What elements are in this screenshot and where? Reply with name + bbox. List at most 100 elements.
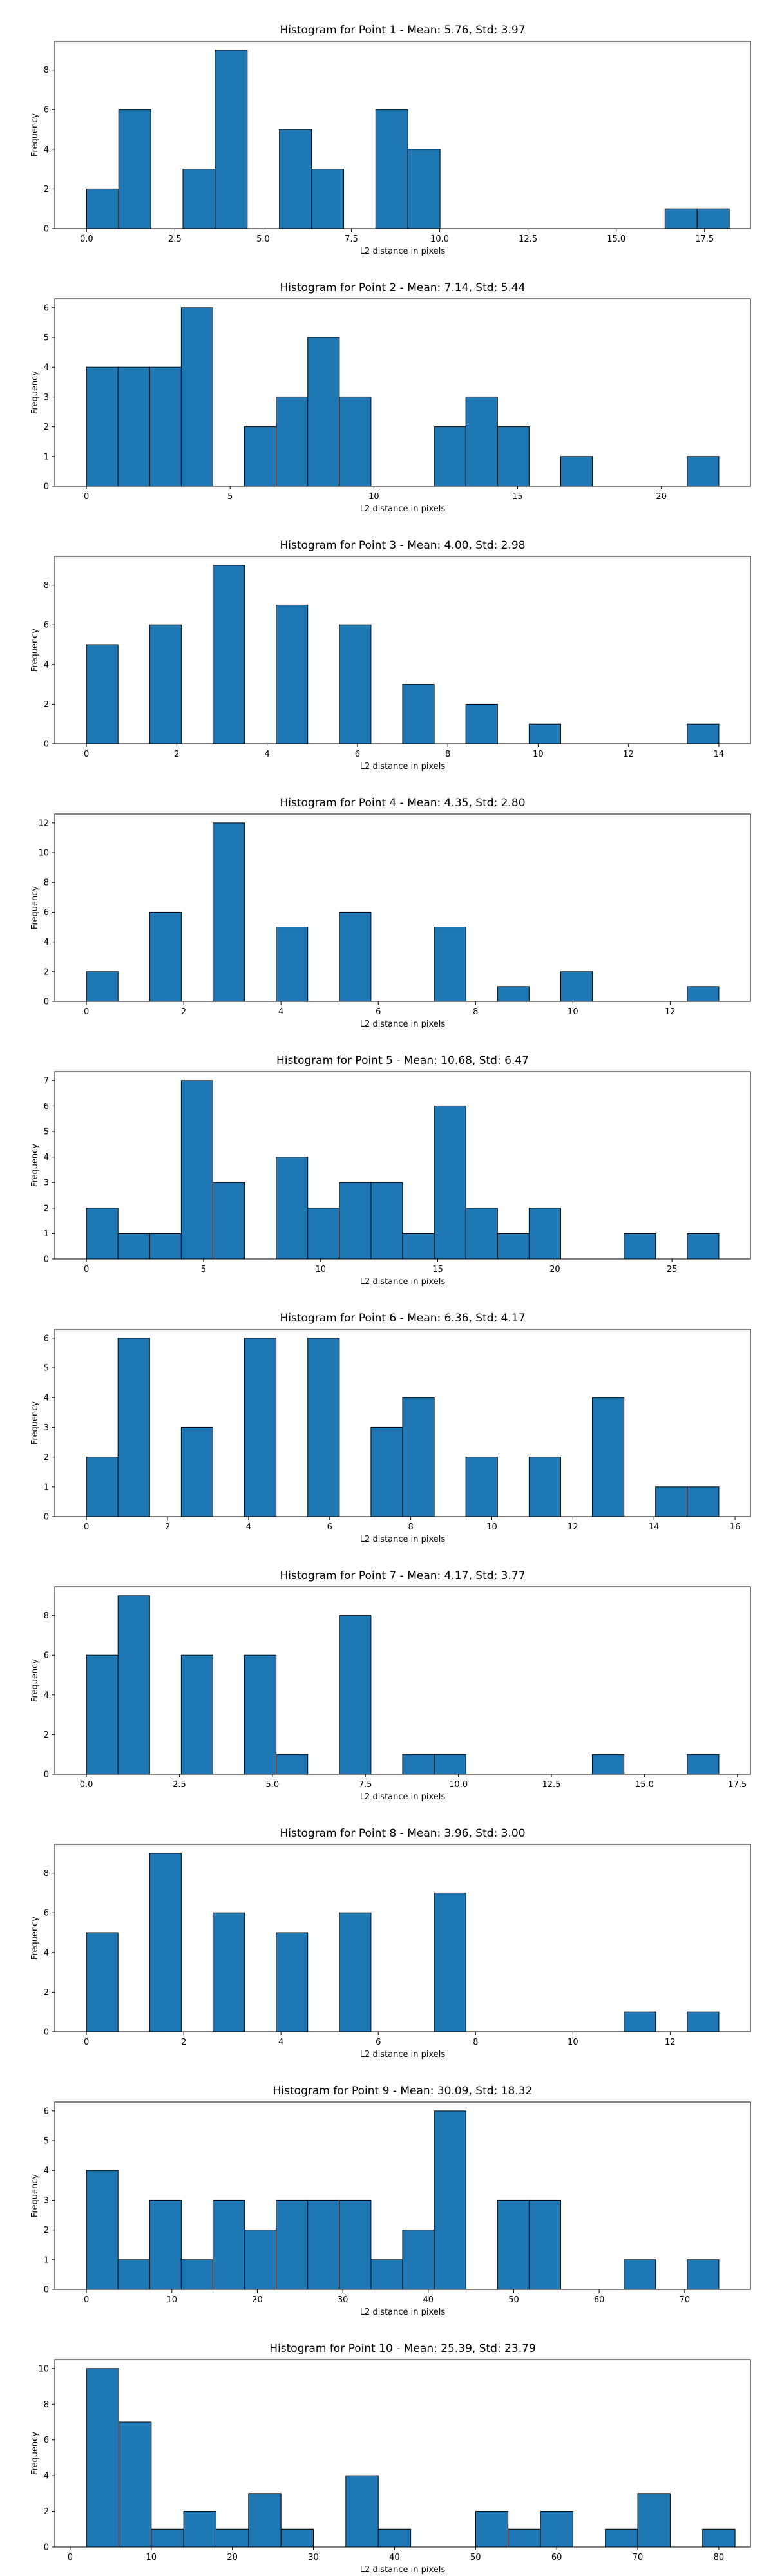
histogram-bar <box>370 2259 403 2290</box>
x-tick-label: 16 <box>730 1522 741 1532</box>
plot-frame <box>54 41 751 229</box>
histogram-bar <box>624 1233 656 1260</box>
y-tick-label: 0 <box>44 1770 49 1780</box>
histogram-bar <box>497 1233 530 1260</box>
histogram-bar <box>377 2528 412 2548</box>
y-tick-label: 6 <box>44 1102 49 1112</box>
y-tick-label: 4 <box>44 1690 49 1700</box>
x-tick-label: 50 <box>470 2553 481 2562</box>
x-tick-label: 7.5 <box>359 1780 372 1790</box>
x-tick-label: 0 <box>84 492 89 502</box>
histogram-bar <box>86 971 119 1002</box>
x-tick-label: 4 <box>246 1522 251 1532</box>
histogram-bar <box>215 2528 249 2548</box>
histogram-bar <box>508 2528 541 2548</box>
chart-title: Histogram for Point 5 - Mean: 10.68, Std… <box>276 1054 529 1067</box>
y-tick-label: 3 <box>44 1179 49 1188</box>
y-tick-label: 2 <box>44 1730 49 1740</box>
y-axis-label: Frequency <box>30 371 40 414</box>
y-axis-label: Frequency <box>30 1144 40 1187</box>
chart-title: Histogram for Point 10 - Mean: 25.39, St… <box>269 2342 536 2355</box>
histogram-bar <box>339 396 372 487</box>
y-tick-label: 0 <box>44 740 49 750</box>
x-tick-label: 20 <box>656 492 667 502</box>
y-tick-label: 0 <box>44 482 49 492</box>
y-tick-label: 3 <box>44 2196 49 2206</box>
histogram-panel-4: Histogram for Point 4 - Mean: 4.35, Std:… <box>30 797 751 1029</box>
chart-title: Histogram for Point 1 - Mean: 5.76, Std:… <box>280 24 525 37</box>
y-tick-label: 8 <box>44 2400 49 2410</box>
histogram-bar <box>465 703 498 744</box>
histogram-bar <box>402 1397 435 1517</box>
x-axis-label: L2 distance in pixels <box>360 2307 446 2317</box>
x-tick-label: 2 <box>174 750 179 759</box>
histogram-bar <box>244 2230 277 2290</box>
histogram-bar <box>434 1754 466 1775</box>
x-tick-label: 5 <box>227 492 233 502</box>
y-tick-label: 4 <box>44 2472 49 2481</box>
y-axis-label: Frequency <box>30 1659 40 1702</box>
x-tick-label: 20 <box>252 2295 263 2305</box>
x-tick-label: 15 <box>512 492 523 502</box>
histogram-bar <box>276 604 309 744</box>
x-tick-label: 0 <box>84 1522 89 1532</box>
y-tick-label: 8 <box>44 1611 49 1621</box>
x-tick-label: 60 <box>594 2295 605 2305</box>
x-tick-label: 5.0 <box>266 1780 280 1790</box>
histogram-bar <box>434 1892 466 2032</box>
y-tick-label: 1 <box>44 1229 49 1239</box>
y-tick-label: 0 <box>44 1255 49 1265</box>
histogram-bar <box>212 1182 245 1260</box>
histogram-bar <box>497 426 530 487</box>
x-tick-label: 20 <box>549 1265 560 1274</box>
histogram-bar <box>307 1338 340 1517</box>
histogram-bar <box>117 2259 150 2290</box>
histogram-bar <box>687 1486 720 1517</box>
x-tick-label: 6 <box>327 1522 332 1532</box>
histogram-bar <box>465 1208 498 1260</box>
histogram-bar <box>497 2199 530 2290</box>
histogram-bar <box>182 169 216 229</box>
histogram-bar <box>212 822 245 1002</box>
x-tick-label: 40 <box>389 2553 400 2562</box>
histogram-bar <box>215 50 248 229</box>
histogram-bar <box>86 644 119 744</box>
y-tick-label: 6 <box>44 303 49 313</box>
histogram-panel-10: Histogram for Point 10 - Mean: 25.39, St… <box>30 2342 751 2575</box>
x-tick-label: 60 <box>551 2553 562 2562</box>
x-tick-label: 0 <box>84 1265 89 1274</box>
chart-title: Histogram for Point 8 - Mean: 3.96, Std:… <box>280 1827 525 1840</box>
x-tick-label: 17.5 <box>728 1780 747 1790</box>
histogram-bar <box>687 723 720 744</box>
x-tick-label: 40 <box>423 2295 434 2305</box>
x-tick-label: 0 <box>84 2295 89 2305</box>
histogram-bar <box>149 366 182 487</box>
histogram-bar <box>279 129 312 229</box>
plot-frame <box>54 813 751 1002</box>
x-axis-label: L2 distance in pixels <box>360 1535 446 1544</box>
y-axis-label: Frequency <box>30 886 40 929</box>
x-tick-label: 70 <box>680 2295 691 2305</box>
y-tick-label: 5 <box>44 2137 49 2146</box>
histogram-bar <box>339 1182 372 1260</box>
y-tick-label: 8 <box>44 66 49 75</box>
plot-frame <box>54 298 751 487</box>
plot-frame <box>54 1329 751 1517</box>
histogram-bar <box>276 927 309 1002</box>
x-tick-label: 0 <box>84 2038 89 2047</box>
x-tick-label: 17.5 <box>695 234 714 244</box>
y-axis-label: Frequency <box>30 113 40 156</box>
y-tick-label: 1 <box>44 2255 49 2265</box>
x-tick-label: 0.0 <box>80 234 93 244</box>
histogram-bar <box>702 2528 736 2548</box>
x-tick-label: 10 <box>166 2295 177 2305</box>
histogram-bar <box>280 2528 314 2548</box>
x-tick-label: 10 <box>368 492 379 502</box>
histogram-bar <box>528 1208 561 1260</box>
histogram-bar <box>624 2259 656 2290</box>
chart-title: Histogram for Point 7 - Mean: 4.17, Std:… <box>280 1569 525 1582</box>
histogram-bar <box>212 565 245 744</box>
histogram-bar <box>375 109 408 229</box>
x-tick-label: 4 <box>278 1007 283 1017</box>
y-tick-label: 6 <box>44 2436 49 2445</box>
